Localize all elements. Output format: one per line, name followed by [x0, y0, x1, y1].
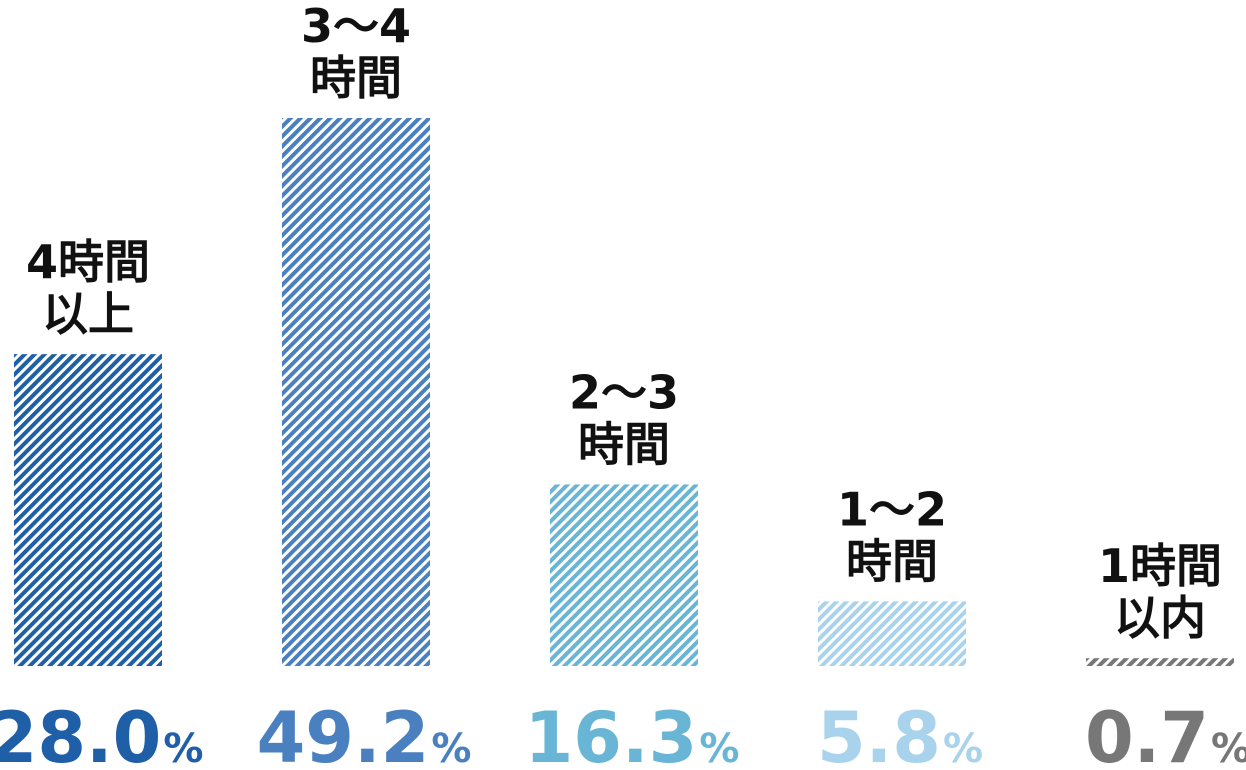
- value-label-5: 0.7%: [1085, 697, 1246, 770]
- category-label-3: 2〜3 時間: [569, 365, 679, 471]
- bar-2: [282, 118, 430, 666]
- value-labels-group: 28.0% 49.2% 16.3% 5.8% 0.7%: [0, 697, 1246, 770]
- category-label-1: 4時間以上: [26, 235, 150, 341]
- bar-5: [1086, 658, 1234, 666]
- bar-3: [550, 484, 698, 666]
- bars-group: [14, 118, 1234, 666]
- category-label-2: 3〜4 時間: [301, 0, 411, 105]
- category-labels-group: 4時間以上 3〜4 時間 2〜3 時間 1〜2 時間 1時間以内: [26, 0, 1222, 645]
- category-label-4: 1〜2 時間: [837, 482, 947, 588]
- bar-4: [818, 601, 966, 666]
- bar-1: [14, 354, 162, 666]
- value-label-4: 5.8%: [817, 697, 983, 770]
- value-label-3: 16.3%: [525, 697, 740, 770]
- category-label-5: 1時間以内: [1098, 539, 1222, 645]
- value-label-2: 49.2%: [257, 697, 472, 770]
- value-label-1: 28.0%: [0, 697, 203, 770]
